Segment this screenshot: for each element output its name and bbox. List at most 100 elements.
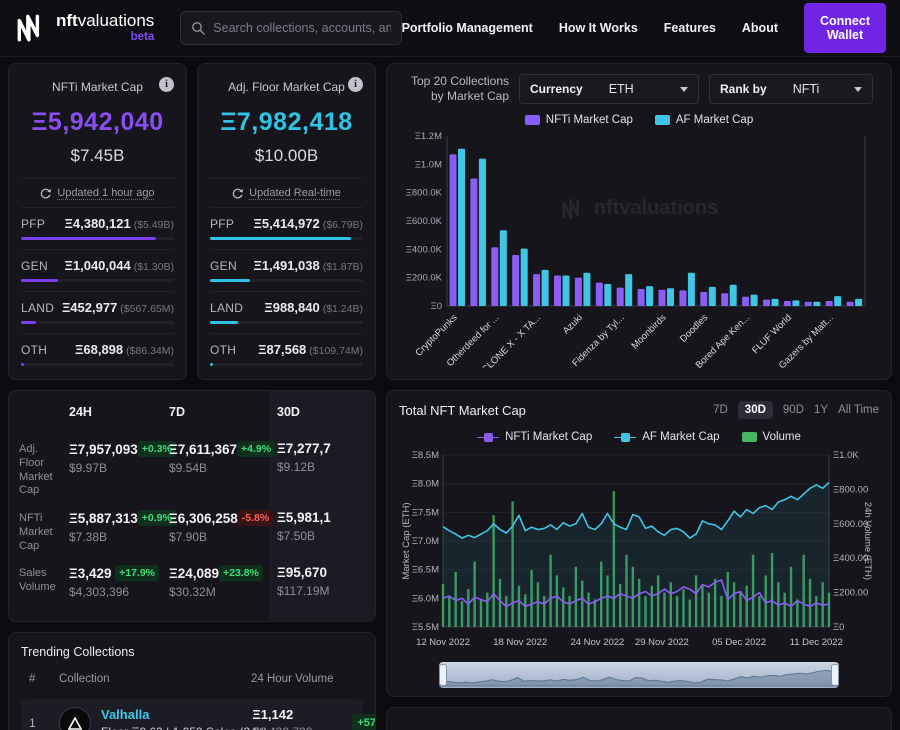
volume-bar [815, 596, 818, 627]
volume-bar [732, 582, 736, 627]
af-eth-value: Ξ7,982,418 [220, 108, 353, 136]
column-header-7d: 7D [169, 405, 185, 419]
currency-select[interactable]: Currency ETH [519, 74, 699, 104]
progress-bar [210, 279, 363, 282]
logo[interactable]: nftvaluations beta [14, 11, 154, 45]
bar-af [771, 298, 779, 306]
breakdown-row-oth: OTH Ξ68,898 ($86.34M) [21, 333, 174, 375]
breakdown-row-oth: OTH Ξ87,568 ($109.74M) [210, 333, 363, 375]
volume-bar [751, 554, 755, 627]
legend-volume[interactable]: Volume [741, 431, 801, 443]
stat-cell: Ξ7,957,093 +0.3% $9.97B [69, 429, 176, 498]
bar-af [729, 284, 737, 306]
volume-usd: $1,430,728 [252, 725, 352, 730]
legend-af-market-cap[interactable]: AF Market Cap [654, 114, 753, 126]
volume-bar [467, 589, 470, 627]
bar-nfti [616, 287, 624, 306]
volume-bar [764, 575, 767, 627]
volume-bar [618, 584, 622, 627]
info-icon[interactable]: i [159, 77, 174, 92]
volume-bar [808, 578, 812, 627]
breakdown-row-land: LAND Ξ988,840 ($1.24B) [210, 291, 363, 333]
range-all-time[interactable]: All Time [838, 404, 879, 416]
bar-nfti [470, 178, 478, 306]
market-stats-table: 24H 7D 30D Adj. Floor Market Cap Ξ7,957,… [8, 390, 376, 622]
column-header-30d: 30D [277, 405, 300, 419]
search-input[interactable] [213, 21, 391, 35]
volume-bar [682, 589, 685, 627]
column-header-24h: 24H [69, 405, 92, 419]
row-label-nfti: NFTi Market Cap [19, 512, 53, 552]
change-badge: +23.8% [218, 565, 263, 582]
bar-af [625, 274, 633, 306]
svg-text:Market Cap (ETH): Market Cap (ETH) [401, 502, 412, 579]
nav-link-features[interactable]: Features [663, 21, 716, 35]
bar-nfti [679, 290, 687, 306]
range-1y[interactable]: 1Y [814, 404, 829, 416]
nav-link-portfolio-management[interactable]: Portfolio Management [401, 21, 533, 35]
volume-bar [663, 592, 666, 627]
progress-bar [21, 279, 174, 282]
af-updated-link[interactable]: Updated Real-time [210, 178, 363, 207]
trending-title: Trending Collections [21, 645, 135, 659]
volume-column-header: 24 Hour Volume [251, 673, 334, 685]
bar-af [687, 272, 695, 306]
svg-text:24 Nov 2022: 24 Nov 2022 [570, 637, 624, 648]
bar-nfti [742, 296, 750, 306]
triangle-logo-icon [68, 716, 82, 730]
volume-bar [669, 582, 673, 627]
volume-bar [770, 553, 774, 627]
volume-bar [511, 501, 514, 627]
rank-by-select[interactable]: Rank by NFTi [709, 74, 873, 104]
volume-bar [644, 596, 647, 627]
bar-nfti [763, 299, 770, 306]
navigator-handle-left[interactable] [439, 664, 447, 686]
volume-bar [517, 585, 521, 627]
bar-nfti [554, 275, 561, 306]
volume-bar [789, 566, 793, 627]
svg-text:05 Dec 2022: 05 Dec 2022 [712, 637, 766, 648]
search-box[interactable] [180, 11, 402, 45]
svg-text:Ξ6.0M: Ξ6.0M [412, 593, 439, 604]
volume-bar [701, 585, 704, 627]
chevron-down-icon [680, 86, 688, 92]
bar-af [458, 148, 465, 306]
breakdown-row-gen: GEN Ξ1,491,038 ($1.87B) [210, 249, 363, 291]
bar-nfti [825, 301, 833, 306]
progress-bar [210, 363, 363, 366]
trending-row-valhalla[interactable]: 1 Valhalla Floor Ξ0.60 | 1,059 Sales (24… [21, 699, 375, 730]
bar-af [813, 301, 821, 306]
legend-af-market-cap[interactable]: AF Market Cap [614, 431, 720, 443]
chart-range-navigator[interactable] [439, 662, 839, 688]
stat-cell: Ξ5,981,1 $7.50B [277, 510, 331, 543]
connect-wallet-button[interactable]: Connect Wallet [804, 3, 886, 53]
bar-nfti [449, 154, 457, 306]
stat-cell: Ξ3,429 +17.9% $4,303,396 [69, 553, 169, 599]
legend-swatch [654, 115, 670, 125]
volume-eth: Ξ1,142 [252, 707, 294, 722]
legend-nfti-market-cap[interactable]: NFTi Market Cap [477, 431, 592, 443]
nav-link-how-it-works[interactable]: How It Works [558, 21, 638, 35]
volume-bar [688, 599, 691, 627]
range-7d[interactable]: 7D [713, 404, 728, 416]
svg-text:Ξ1.0K: Ξ1.0K [833, 450, 859, 461]
af-usd-value: $10.00B [254, 146, 319, 165]
range-90d[interactable]: 90D [782, 404, 805, 416]
legend-nfti-market-cap[interactable]: NFTi Market Cap [524, 114, 633, 126]
volume-bar [606, 575, 609, 627]
bar-af [834, 296, 842, 306]
volume-bar [650, 585, 654, 627]
svg-text:Doodles: Doodles [678, 312, 711, 345]
collection-name[interactable]: Valhalla [101, 707, 150, 722]
refresh-icon [232, 188, 243, 199]
info-icon[interactable]: i [348, 77, 363, 92]
volume-bar [637, 578, 641, 627]
volume-bar [713, 578, 717, 627]
nav-link-about[interactable]: About [741, 21, 778, 35]
range-30d[interactable]: 30D [737, 401, 773, 419]
navigator-handle-right[interactable] [831, 664, 839, 686]
legend-swatch [524, 115, 540, 125]
collection-avatar [59, 707, 91, 730]
row-label-sales-volume: Sales Volume [19, 567, 56, 593]
nfti-updated-link[interactable]: Updated 1 hour ago [21, 178, 174, 207]
